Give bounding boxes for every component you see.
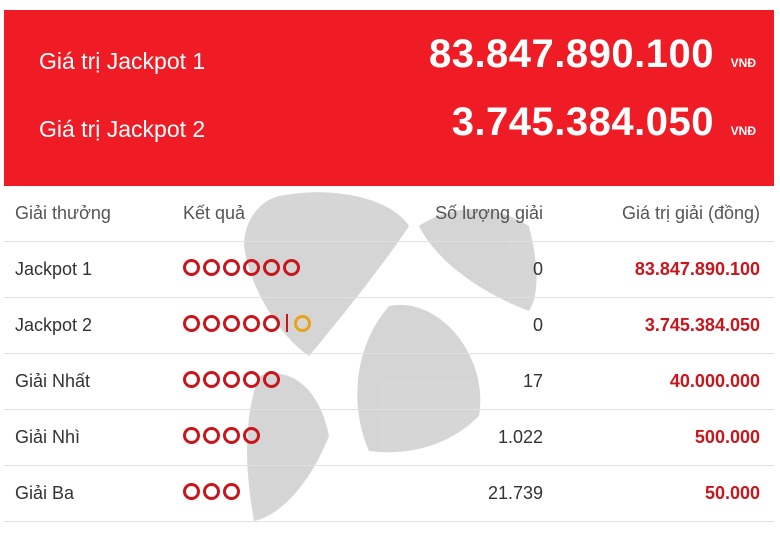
- result-balls: [183, 241, 363, 298]
- prize-count: 0: [363, 241, 543, 298]
- result-ball-icon: [243, 370, 260, 388]
- header-result: Kết quả: [183, 186, 363, 242]
- prize-table: Giải thưởng Kết quả Số lượng giải Giá tr…: [4, 186, 774, 522]
- result-ball-icon: [203, 314, 220, 332]
- result-ball-icon: [203, 370, 220, 388]
- jackpot-1-amount: 83.847.890.100: [428, 32, 714, 76]
- bonus-separator: [286, 314, 288, 333]
- result-ball-icon: [263, 314, 280, 332]
- result-balls: [183, 353, 363, 410]
- ball-group: [183, 314, 311, 333]
- result-ball-icon: [263, 258, 280, 276]
- prize-value: 3.745.384.050: [543, 297, 774, 354]
- table-row: Giải Nhất 17 40.000.000: [4, 353, 774, 410]
- result-ball-icon: [243, 258, 260, 276]
- table-row: Giải Nhì 1.022 500.000: [4, 409, 774, 466]
- result-ball-icon: [223, 370, 240, 388]
- jackpot-1-label: Giá trị Jackpot 1: [39, 48, 206, 74]
- table-row: Giải Ba 21.739 50.000: [4, 465, 774, 522]
- result-ball-icon: [183, 426, 200, 444]
- result-ball-icon: [283, 258, 300, 276]
- header-prize: Giải thưởng: [4, 186, 183, 242]
- ball-group: [183, 370, 280, 388]
- result-ball-icon: [203, 482, 220, 500]
- bonus-ball-icon: [294, 314, 311, 332]
- result-balls: [183, 409, 363, 466]
- table-row: Jackpot 1 0 83.847.890.100: [4, 241, 774, 298]
- result-ball-icon: [183, 370, 200, 388]
- jackpot-2-amount: 3.745.384.050: [451, 100, 714, 144]
- table-row: Jackpot 2 0 3.745.384.050: [4, 297, 774, 354]
- prize-count: 1.022: [363, 409, 543, 466]
- prize-value: 40.000.000: [543, 353, 774, 410]
- result-ball-icon: [183, 482, 200, 500]
- result-balls: [183, 465, 363, 522]
- jackpot-2-row: Giá trị Jackpot 2 3.745.384.050 VNĐ: [4, 98, 774, 158]
- jackpot-panel: Giá trị Jackpot 1 83.847.890.100 VNĐ Giá…: [4, 10, 774, 186]
- header-count: Số lượng giải: [363, 186, 543, 242]
- jackpot-2-unit: VNĐ: [730, 124, 756, 138]
- prize-count: 21.739: [363, 465, 543, 522]
- prize-name: Giải Nhì: [4, 409, 183, 466]
- prize-count: 0: [363, 297, 543, 354]
- header-value: Giá trị giải (đồng): [543, 186, 774, 242]
- ball-group: [183, 426, 260, 444]
- jackpot-2-label: Giá trị Jackpot 2: [39, 116, 206, 142]
- result-ball-icon: [263, 370, 280, 388]
- prize-value: 50.000: [543, 465, 774, 522]
- prize-name: Giải Nhất: [4, 353, 183, 410]
- prize-value: 500.000: [543, 409, 774, 466]
- result-ball-icon: [243, 314, 260, 332]
- result-ball-icon: [223, 482, 240, 500]
- result-ball-icon: [203, 258, 220, 276]
- jackpot-results-widget: Giá trị Jackpot 1 83.847.890.100 VNĐ Giá…: [4, 10, 774, 525]
- prize-value: 83.847.890.100: [543, 241, 774, 298]
- ball-group: [183, 482, 240, 500]
- prize-name: Jackpot 1: [4, 241, 183, 298]
- result-ball-icon: [223, 314, 240, 332]
- result-ball-icon: [183, 314, 200, 332]
- result-ball-icon: [203, 426, 220, 444]
- prize-count: 17: [363, 353, 543, 410]
- result-ball-icon: [223, 426, 240, 444]
- prize-name: Giải Ba: [4, 465, 183, 522]
- result-balls: [183, 297, 363, 354]
- prize-table-body: Jackpot 1 0 83.847.890.100 Jackpot 2 0 3…: [4, 241, 774, 522]
- prize-name: Jackpot 2: [4, 297, 183, 354]
- result-ball-icon: [223, 258, 240, 276]
- result-ball-icon: [243, 426, 260, 444]
- jackpot-1-row: Giá trị Jackpot 1 83.847.890.100 VNĐ: [4, 30, 774, 90]
- result-ball-icon: [183, 258, 200, 276]
- jackpot-1-unit: VNĐ: [730, 56, 756, 70]
- ball-group: [183, 258, 300, 276]
- table-header-row: Giải thưởng Kết quả Số lượng giải Giá tr…: [4, 186, 774, 242]
